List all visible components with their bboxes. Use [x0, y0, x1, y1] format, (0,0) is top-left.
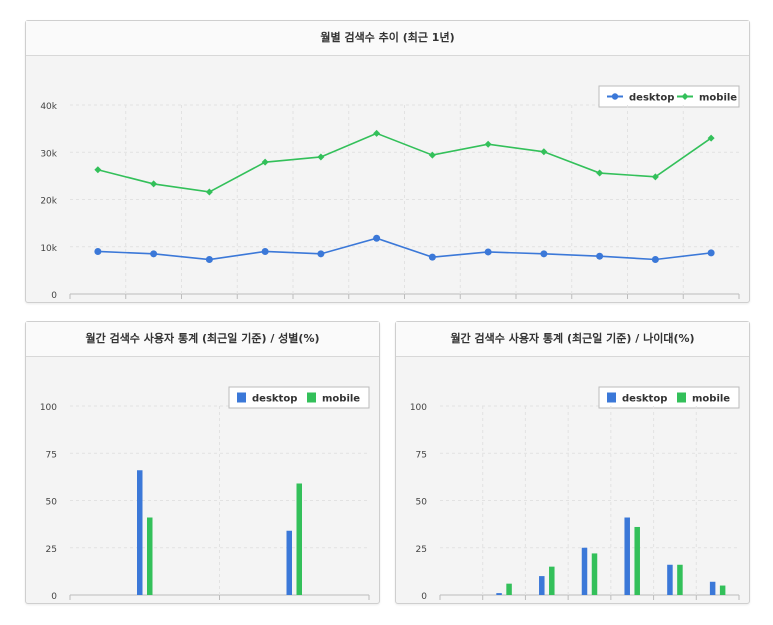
legend-box: [598, 85, 740, 108]
point-mobile: [651, 173, 659, 181]
point-mobile: [261, 158, 269, 166]
age-stats-panel: 월간 검색수 사용자 통계 (최근일 기준) / 나이대(%) 0 25 50 75 1…: [395, 321, 750, 604]
point-desktop: [150, 250, 158, 258]
y-tick-label: 75: [46, 450, 57, 460]
bar-mobile: [591, 553, 598, 595]
monthly-trend-chart: 010k20k30k40k2017-082017-092017-102017-1…: [40, 85, 740, 301]
bar-mobile: [296, 483, 302, 595]
bar-mobile: [549, 566, 555, 595]
bar-desktop: [581, 547, 588, 595]
monthly-trend-panel: 월별 검색수 추이 (최근 1년) 010k20k30k40k2017-0820…: [25, 20, 750, 303]
y-tick-label: 30k: [40, 149, 57, 159]
age-stats-chart: 02550751000~ 1213~ 1920~ 2425~ 2930~ 394…: [410, 386, 740, 602]
legend-marker-desktop: [611, 93, 619, 100]
point-desktop: [373, 234, 381, 242]
point-mobile: [484, 140, 492, 148]
legend-box: [598, 386, 740, 409]
point-mobile: [596, 169, 604, 177]
point-mobile: [373, 129, 381, 137]
y-tick-label: 0: [51, 291, 57, 301]
legend-label-desktop: desktop: [252, 394, 297, 405]
y-tick-label: 0: [51, 592, 57, 602]
y-tick-label: 50: [416, 498, 428, 508]
bar-desktop: [667, 564, 673, 595]
age-stats-title: 월간 검색수 사용자 통계 (최근일 기준) / 나이대(%): [396, 322, 749, 357]
point-mobile: [707, 134, 715, 142]
point-mobile: [150, 180, 158, 188]
legend-label-mobile: mobile: [699, 93, 737, 104]
point-mobile: [205, 188, 213, 196]
point-desktop: [651, 256, 659, 264]
point-desktop: [484, 248, 492, 256]
bar-desktop: [496, 593, 502, 595]
legend-label-desktop: desktop: [622, 394, 667, 405]
gender-stats-chart: 0255075100남성여성desktopmobile: [40, 386, 370, 602]
point-desktop: [707, 249, 715, 257]
y-tick-label: 75: [416, 450, 427, 460]
y-tick-label: 40k: [40, 102, 57, 112]
bar-mobile: [506, 583, 512, 595]
y-tick-label: 100: [40, 403, 57, 413]
bar-desktop: [539, 576, 545, 595]
legend-box: [228, 386, 370, 409]
y-tick-label: 50: [46, 498, 58, 508]
bar-desktop: [137, 470, 143, 595]
legend-label-mobile: mobile: [322, 394, 360, 405]
y-tick-label: 0: [421, 592, 427, 602]
point-mobile: [428, 151, 436, 159]
point-desktop: [428, 253, 436, 261]
y-tick-label: 25: [46, 545, 57, 555]
point-desktop: [540, 250, 548, 258]
y-tick-label: 100: [410, 403, 427, 413]
legend-swatch-mobile: [677, 392, 686, 403]
legend-swatch-mobile: [307, 392, 316, 403]
bar-mobile: [719, 585, 726, 595]
legend-label-desktop: desktop: [629, 93, 674, 104]
legend-swatch-desktop: [237, 392, 246, 403]
point-desktop: [261, 247, 269, 255]
gender-stats-title: 월간 검색수 사용자 통계 (최근일 기준) / 성별(%): [26, 322, 379, 357]
series-line-desktop: [97, 237, 712, 261]
bar-mobile: [147, 517, 153, 595]
y-tick-label: 20k: [40, 197, 57, 207]
monthly-trend-title: 월별 검색수 추이 (최근 1년): [26, 21, 749, 56]
legend-swatch-desktop: [607, 392, 616, 403]
bar-mobile: [677, 564, 683, 595]
legend-marker-mobile: [681, 93, 689, 100]
bar-desktop: [624, 517, 630, 595]
bar-desktop: [709, 581, 716, 595]
point-desktop: [596, 252, 604, 260]
point-mobile: [540, 148, 548, 156]
series-line-mobile: [97, 132, 712, 193]
point-desktop: [205, 256, 213, 264]
point-mobile: [94, 166, 102, 174]
point-mobile: [317, 153, 325, 161]
bar-desktop: [286, 530, 292, 595]
y-tick-label: 10k: [40, 244, 57, 254]
point-desktop: [94, 247, 102, 255]
gender-stats-panel: 월간 검색수 사용자 통계 (최근일 기준) / 성별(%) 0 25 50 75 10…: [25, 321, 380, 604]
legend-label-mobile: mobile: [692, 394, 730, 405]
point-desktop: [317, 250, 325, 258]
bar-mobile: [634, 526, 640, 595]
y-tick-label: 25: [416, 545, 427, 555]
